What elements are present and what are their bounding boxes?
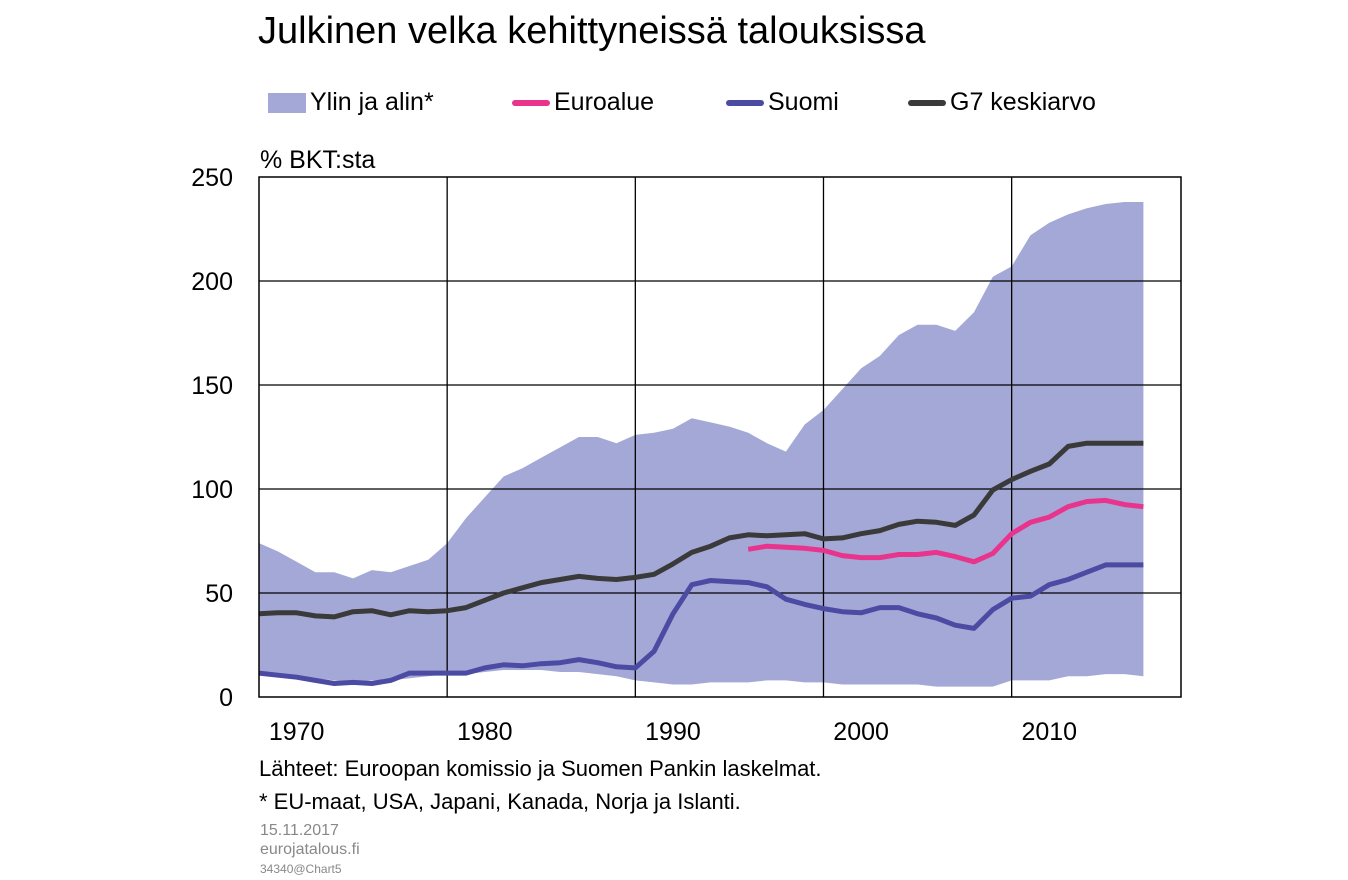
series-line-suomi: [258, 562, 1144, 686]
y-tick-label-100: 100: [191, 476, 233, 504]
legend-item-g7: G7 keskiarvo: [908, 88, 1096, 117]
legend-item-suomi: Suomi: [726, 88, 839, 117]
y-axis-unit-label: % BKT:sta: [260, 146, 376, 174]
chart-code: 34340@Chart5: [260, 862, 342, 876]
site-credit: eurojatalous.fi: [260, 841, 360, 858]
y-tick-label-200: 200: [191, 268, 233, 296]
y-tick-label-150: 150: [191, 372, 233, 400]
date-stamp: 15.11.2017: [260, 822, 339, 839]
x-tick-label-1980: 1980: [457, 718, 513, 746]
legend-swatch-suomi: [726, 99, 764, 106]
series-line-euroalue: [747, 497, 1144, 565]
legend-label-suomi: Suomi: [768, 88, 839, 116]
legend-label-range: Ylin ja alin*: [310, 88, 434, 116]
chart-title: Julkinen velka kehittyneissä talouksissa: [258, 10, 926, 52]
legend-label-euroalue: Euroalue: [554, 88, 655, 116]
footnote: * EU-maat, USA, Japani, Kanada, Norja ja…: [259, 789, 741, 814]
plot-frame: [258, 176, 1182, 698]
legend-swatch-range: [268, 92, 306, 113]
x-tick-label-2000: 2000: [833, 718, 889, 746]
legend-swatch-euroalue: [512, 99, 550, 106]
y-tick-label-0: 0: [219, 684, 233, 712]
x-tick-label-2010: 2010: [1021, 718, 1077, 746]
legend-swatch-g7: [908, 99, 946, 106]
x-tick-label-1990: 1990: [645, 718, 701, 746]
x-tick-label-1970: 1970: [269, 718, 325, 746]
range-band-area: [259, 202, 1144, 687]
legend-label-g7: G7 keskiarvo: [950, 88, 1096, 116]
legend-item-range: Ylin ja alin*: [268, 88, 434, 117]
y-tick-label-250: 250: [191, 164, 233, 192]
legend-item-euroalue: Euroalue: [512, 88, 654, 117]
series-line-g7-keskiarvo: [258, 440, 1144, 620]
source-note: Lähteet: Euroopan komissio ja Suomen Pan…: [259, 756, 822, 781]
y-tick-label-50: 50: [205, 580, 233, 608]
